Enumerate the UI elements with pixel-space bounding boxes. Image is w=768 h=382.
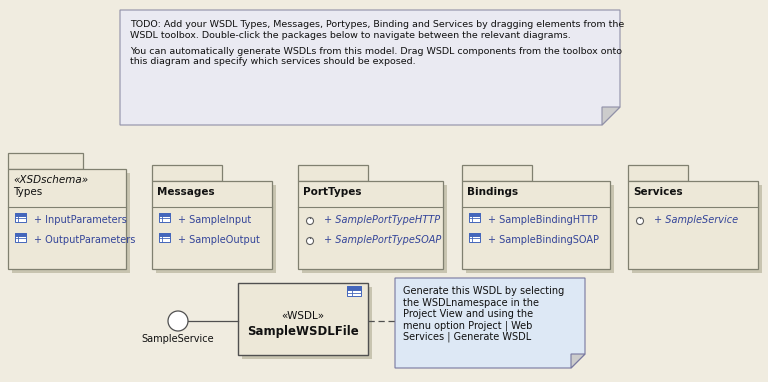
FancyBboxPatch shape xyxy=(462,165,532,181)
Circle shape xyxy=(306,217,313,225)
FancyBboxPatch shape xyxy=(298,181,443,269)
FancyBboxPatch shape xyxy=(15,233,25,241)
FancyBboxPatch shape xyxy=(238,283,368,355)
Text: + InputParameters: + InputParameters xyxy=(34,215,127,225)
FancyBboxPatch shape xyxy=(468,212,479,222)
Text: + SampleInput: + SampleInput xyxy=(178,215,251,225)
FancyBboxPatch shape xyxy=(12,173,130,273)
FancyBboxPatch shape xyxy=(15,233,25,236)
FancyBboxPatch shape xyxy=(632,185,762,273)
Polygon shape xyxy=(571,354,585,368)
FancyBboxPatch shape xyxy=(468,212,479,216)
FancyBboxPatch shape xyxy=(158,233,170,236)
Text: + SamplePortTypeHTTP: + SamplePortTypeHTTP xyxy=(324,215,440,225)
Text: Types: Types xyxy=(13,187,42,197)
FancyBboxPatch shape xyxy=(156,185,276,273)
Circle shape xyxy=(306,238,313,244)
FancyBboxPatch shape xyxy=(628,165,688,181)
Text: + OutputParameters: + OutputParameters xyxy=(34,235,135,245)
Text: menu option Project | Web: menu option Project | Web xyxy=(403,320,532,331)
Text: + SampleBindingHTTP: + SampleBindingHTTP xyxy=(488,215,598,225)
FancyBboxPatch shape xyxy=(302,185,447,273)
FancyBboxPatch shape xyxy=(15,212,25,216)
Polygon shape xyxy=(602,107,620,125)
Text: + SampleBindingSOAP: + SampleBindingSOAP xyxy=(488,235,599,245)
Circle shape xyxy=(637,217,644,225)
FancyBboxPatch shape xyxy=(347,286,361,296)
Text: «XSDschema»: «XSDschema» xyxy=(13,175,88,185)
Text: PortTypes: PortTypes xyxy=(303,187,362,197)
FancyBboxPatch shape xyxy=(628,181,758,269)
Text: Services | Generate WSDL: Services | Generate WSDL xyxy=(403,332,531,343)
FancyBboxPatch shape xyxy=(8,169,126,269)
Text: SampleWSDLFile: SampleWSDLFile xyxy=(247,325,359,338)
FancyBboxPatch shape xyxy=(466,185,614,273)
Text: WSDL toolbox. Double-click the packages below to navigate between the relevant d: WSDL toolbox. Double-click the packages … xyxy=(130,31,571,39)
Text: You can automatically generate WSDLs from this model. Drag WSDL components from : You can automatically generate WSDLs fro… xyxy=(130,47,622,56)
FancyBboxPatch shape xyxy=(462,181,610,269)
FancyBboxPatch shape xyxy=(15,212,25,222)
Text: Generate this WSDL by selecting: Generate this WSDL by selecting xyxy=(403,286,564,296)
Text: SampleService: SampleService xyxy=(141,334,214,344)
Text: + SampleService: + SampleService xyxy=(654,215,738,225)
Text: Bindings: Bindings xyxy=(467,187,518,197)
Text: + SamplePortTypeSOAP: + SamplePortTypeSOAP xyxy=(324,235,442,245)
Polygon shape xyxy=(120,10,620,125)
Text: + SampleOutput: + SampleOutput xyxy=(178,235,260,245)
Text: Project View and using the: Project View and using the xyxy=(403,309,533,319)
Text: Services: Services xyxy=(633,187,683,197)
FancyBboxPatch shape xyxy=(158,212,170,216)
FancyBboxPatch shape xyxy=(8,153,83,169)
FancyBboxPatch shape xyxy=(152,165,222,181)
Text: «WSDL»: «WSDL» xyxy=(281,311,325,321)
Text: this diagram and specify which services should be exposed.: this diagram and specify which services … xyxy=(130,58,415,66)
FancyBboxPatch shape xyxy=(158,212,170,222)
Polygon shape xyxy=(395,278,585,368)
FancyBboxPatch shape xyxy=(298,165,368,181)
FancyBboxPatch shape xyxy=(468,233,479,236)
Circle shape xyxy=(168,311,188,331)
FancyBboxPatch shape xyxy=(347,286,361,290)
Text: the WSDLnamespace in the: the WSDLnamespace in the xyxy=(403,298,539,308)
FancyBboxPatch shape xyxy=(468,233,479,241)
FancyBboxPatch shape xyxy=(152,181,272,269)
Text: Messages: Messages xyxy=(157,187,214,197)
FancyBboxPatch shape xyxy=(242,287,372,359)
Text: TODO: Add your WSDL Types, Messages, Portypes, Binding and Services by dragging : TODO: Add your WSDL Types, Messages, Por… xyxy=(130,20,624,29)
FancyBboxPatch shape xyxy=(158,233,170,241)
